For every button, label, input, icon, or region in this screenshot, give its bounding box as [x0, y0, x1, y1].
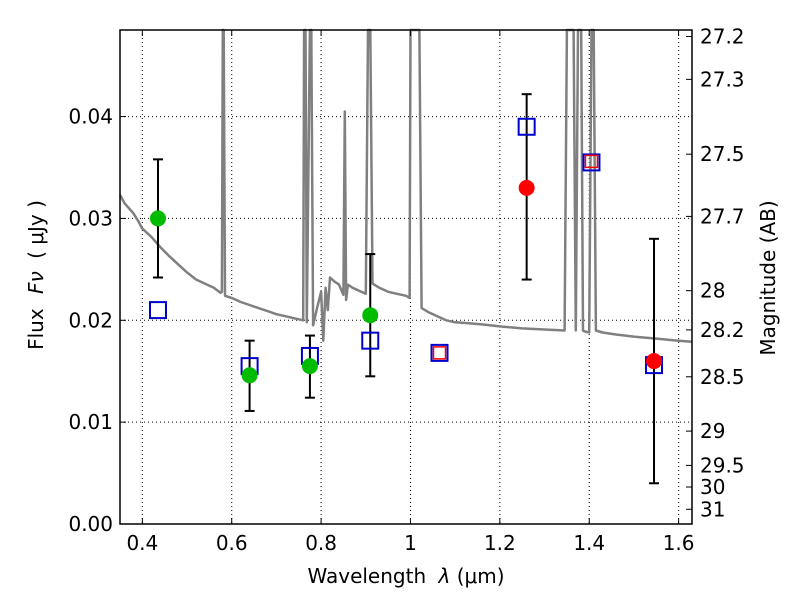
y-axis-ticks: 0.00 0.01 0.02 0.03 0.04	[68, 105, 126, 536]
x-tick-label: 0.8	[305, 531, 337, 555]
plot-frame	[119, 29, 693, 525]
y2-tick-label: 28.5	[700, 365, 745, 389]
y2-tick-label: 27.5	[700, 142, 745, 166]
model-sed-path	[118, 28, 693, 343]
y-tick-label: 0.01	[68, 410, 113, 434]
x-axis-ticks: 0.4 0.6 0.8 1 1.2 1.4 1.6	[126, 30, 695, 555]
y2-tick-label: 27.7	[700, 204, 745, 228]
y2-tick-label: 28.2	[700, 318, 745, 342]
grid	[120, 30, 692, 525]
y-tick-label: 0.00	[68, 512, 113, 536]
y2-axis-title: Magnitude (AB)	[756, 200, 780, 355]
x-tick-label: 0.4	[126, 531, 158, 555]
y2-tick-label: 27.2	[700, 24, 745, 48]
markers	[148, 117, 664, 384]
x-tick-label: 1.6	[663, 531, 695, 555]
small-box-marker	[432, 346, 447, 360]
model-band-square	[517, 117, 536, 136]
model-band-square	[430, 343, 449, 362]
y2-tick-label: 29	[700, 419, 725, 443]
small-box-marker	[584, 154, 599, 169]
detection-point	[362, 307, 379, 324]
x-tick-label: 1.2	[484, 531, 516, 555]
y2-tick-label: 28	[700, 279, 725, 303]
model-sed-line	[118, 28, 693, 343]
model-band-square	[148, 301, 167, 320]
model-band-square	[582, 153, 601, 172]
x-tick-label: 0.6	[216, 531, 248, 555]
model-band-square	[361, 331, 380, 350]
y-axis-title: Flux Fν ( μJy )	[24, 200, 48, 350]
y-tick-label: 0.04	[68, 105, 113, 129]
x-tick-label: 1	[404, 531, 417, 555]
measurement-point	[646, 353, 663, 370]
x-tick-label: 1.4	[573, 531, 605, 555]
y2-tick-label: 29.5	[700, 453, 745, 477]
x-axis-title: Wavelength λ (μm)	[307, 564, 504, 588]
detection-point	[301, 358, 318, 375]
measurement-point	[518, 179, 535, 196]
y-tick-label: 0.02	[68, 308, 113, 332]
y-tick-label: 0.03	[68, 206, 113, 230]
y2-tick-label: 27.3	[700, 67, 745, 91]
detection-point	[149, 210, 166, 227]
detection-point	[241, 367, 258, 384]
y2-tick-label: 31	[700, 497, 725, 521]
y2-tick-label: 30	[700, 475, 725, 499]
